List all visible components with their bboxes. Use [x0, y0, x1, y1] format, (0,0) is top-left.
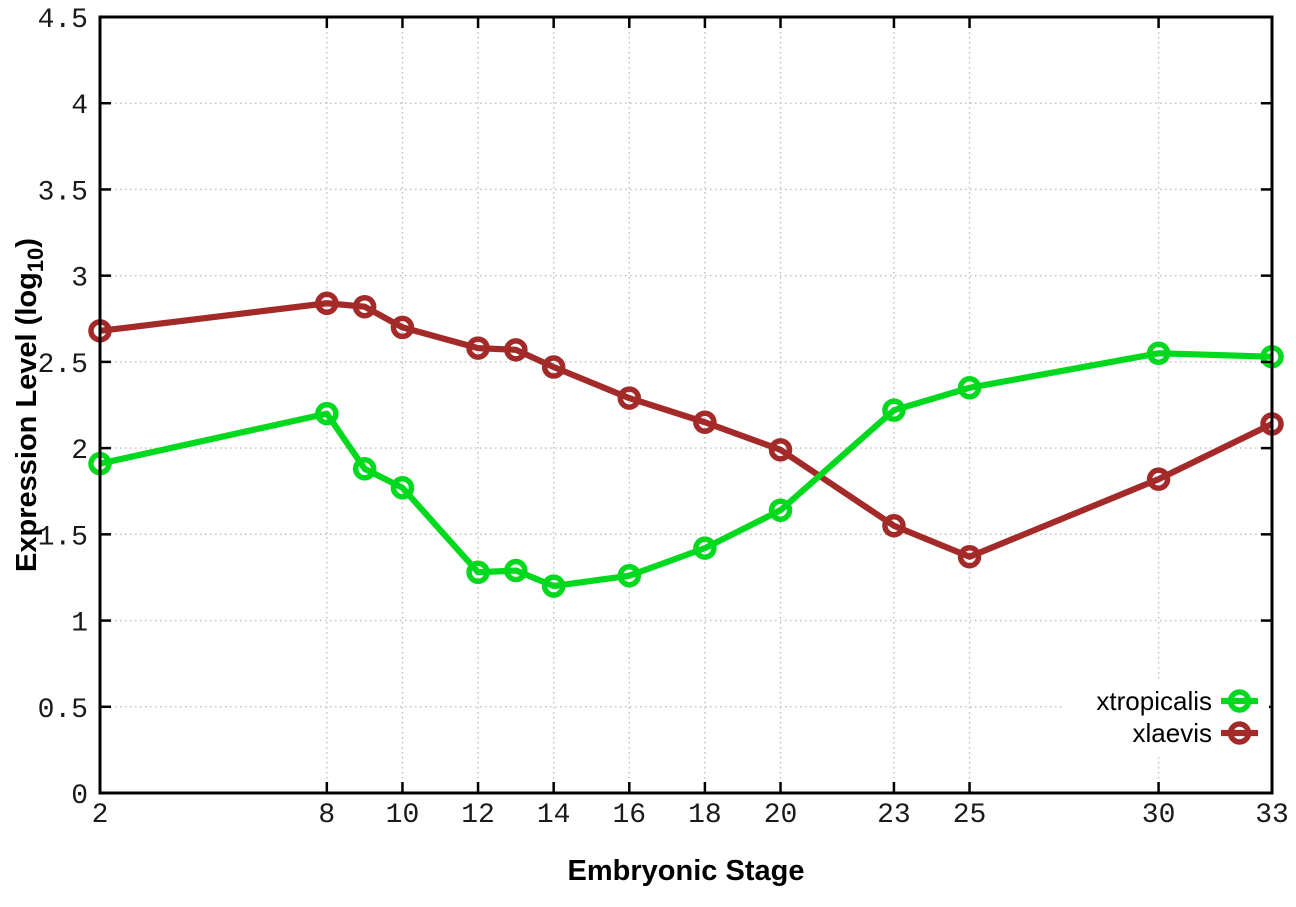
- y-tick-labels: 0 0.5 1 1.5 2 2.5 3 3.5 4 4.5: [38, 5, 88, 812]
- x-tick-label: 30: [1142, 800, 1176, 831]
- data-point-xlaevis: [768, 438, 793, 462]
- y-tick-label: 0: [71, 781, 88, 812]
- legend-label: xtropicalis: [1096, 686, 1212, 716]
- y-tick-label: 4.5: [38, 5, 88, 36]
- gridlines: [99, 16, 1273, 794]
- data-point-xtropicalis: [617, 563, 642, 588]
- y-tick-label: 3: [71, 264, 88, 295]
- x-tick-labels: 2 8 10 12 14 16 18 20 23 25 30 33: [92, 800, 1289, 831]
- legend-item-xlaevis: xlaevis: [1133, 718, 1258, 748]
- y-axis-title: Expression Level (log10): [11, 238, 48, 572]
- x-tick-label: 20: [764, 800, 798, 831]
- data-point-xlaevis: [882, 513, 906, 538]
- plot-border: [98, 15, 1274, 795]
- series-line-xlaevis: [99, 300, 1274, 560]
- legend-marker: [1227, 689, 1252, 713]
- data-point-xtropicalis: [957, 376, 982, 400]
- data-point-xtropicalis: [504, 558, 528, 583]
- legend-item-xtropicalis: xtropicalis: [1096, 686, 1258, 716]
- series-line-xtropicalis: [99, 350, 1273, 590]
- series-xtropicalis: [88, 341, 1284, 598]
- x-tick-label: 23: [877, 800, 911, 831]
- data-point-xlaevis: [390, 315, 415, 340]
- x-tick-label: 12: [461, 800, 495, 831]
- data-point-xlaevis: [1146, 467, 1171, 491]
- data-point-xtropicalis: [882, 398, 906, 422]
- axis-ticks: [98, 15, 1274, 795]
- data-point-xlaevis: [352, 294, 377, 319]
- y-tick-label: 3.5: [38, 177, 88, 208]
- data-point-xlaevis: [315, 291, 339, 316]
- x-axis-title: Embryonic Stage: [568, 855, 805, 887]
- y-tick-label: 4: [71, 91, 88, 122]
- y-tick-label: 2.5: [38, 350, 88, 381]
- data-point-xtropicalis: [466, 560, 490, 585]
- x-tick-label: 8: [318, 800, 335, 831]
- data-point-xlaevis: [541, 355, 566, 379]
- y-tick-label: 1: [71, 609, 88, 640]
- y-tick-label: 2: [71, 436, 88, 467]
- x-tick-label: 33: [1255, 800, 1289, 831]
- data-series: [88, 291, 1284, 598]
- data-point-xlaevis: [617, 386, 642, 410]
- series-xlaevis: [88, 291, 1284, 569]
- data-point-xtropicalis: [315, 401, 339, 426]
- x-tick-label: 16: [612, 800, 646, 831]
- data-point-xlaevis: [504, 338, 528, 362]
- data-point-xlaevis: [466, 336, 490, 360]
- x-tick-label: 18: [688, 800, 722, 831]
- x-tick-label: 10: [386, 800, 420, 831]
- data-point-xtropicalis: [390, 476, 415, 500]
- y-tick-label: 0.5: [38, 695, 88, 726]
- y-tick-label: 1.5: [38, 522, 88, 553]
- data-point-xtropicalis: [352, 457, 377, 481]
- data-point-xtropicalis: [541, 574, 566, 598]
- legend-marker: [1227, 721, 1252, 745]
- data-point-xlaevis: [693, 410, 717, 434]
- legend-label: xlaevis: [1133, 718, 1212, 748]
- x-tick-label: 25: [953, 800, 987, 831]
- data-point-xtropicalis: [1146, 341, 1171, 366]
- x-tick-label: 14: [537, 800, 571, 831]
- data-point-xtropicalis: [768, 498, 793, 522]
- data-point-xtropicalis: [693, 536, 717, 560]
- x-tick-label: 2: [92, 800, 109, 831]
- data-point-xlaevis: [957, 545, 982, 569]
